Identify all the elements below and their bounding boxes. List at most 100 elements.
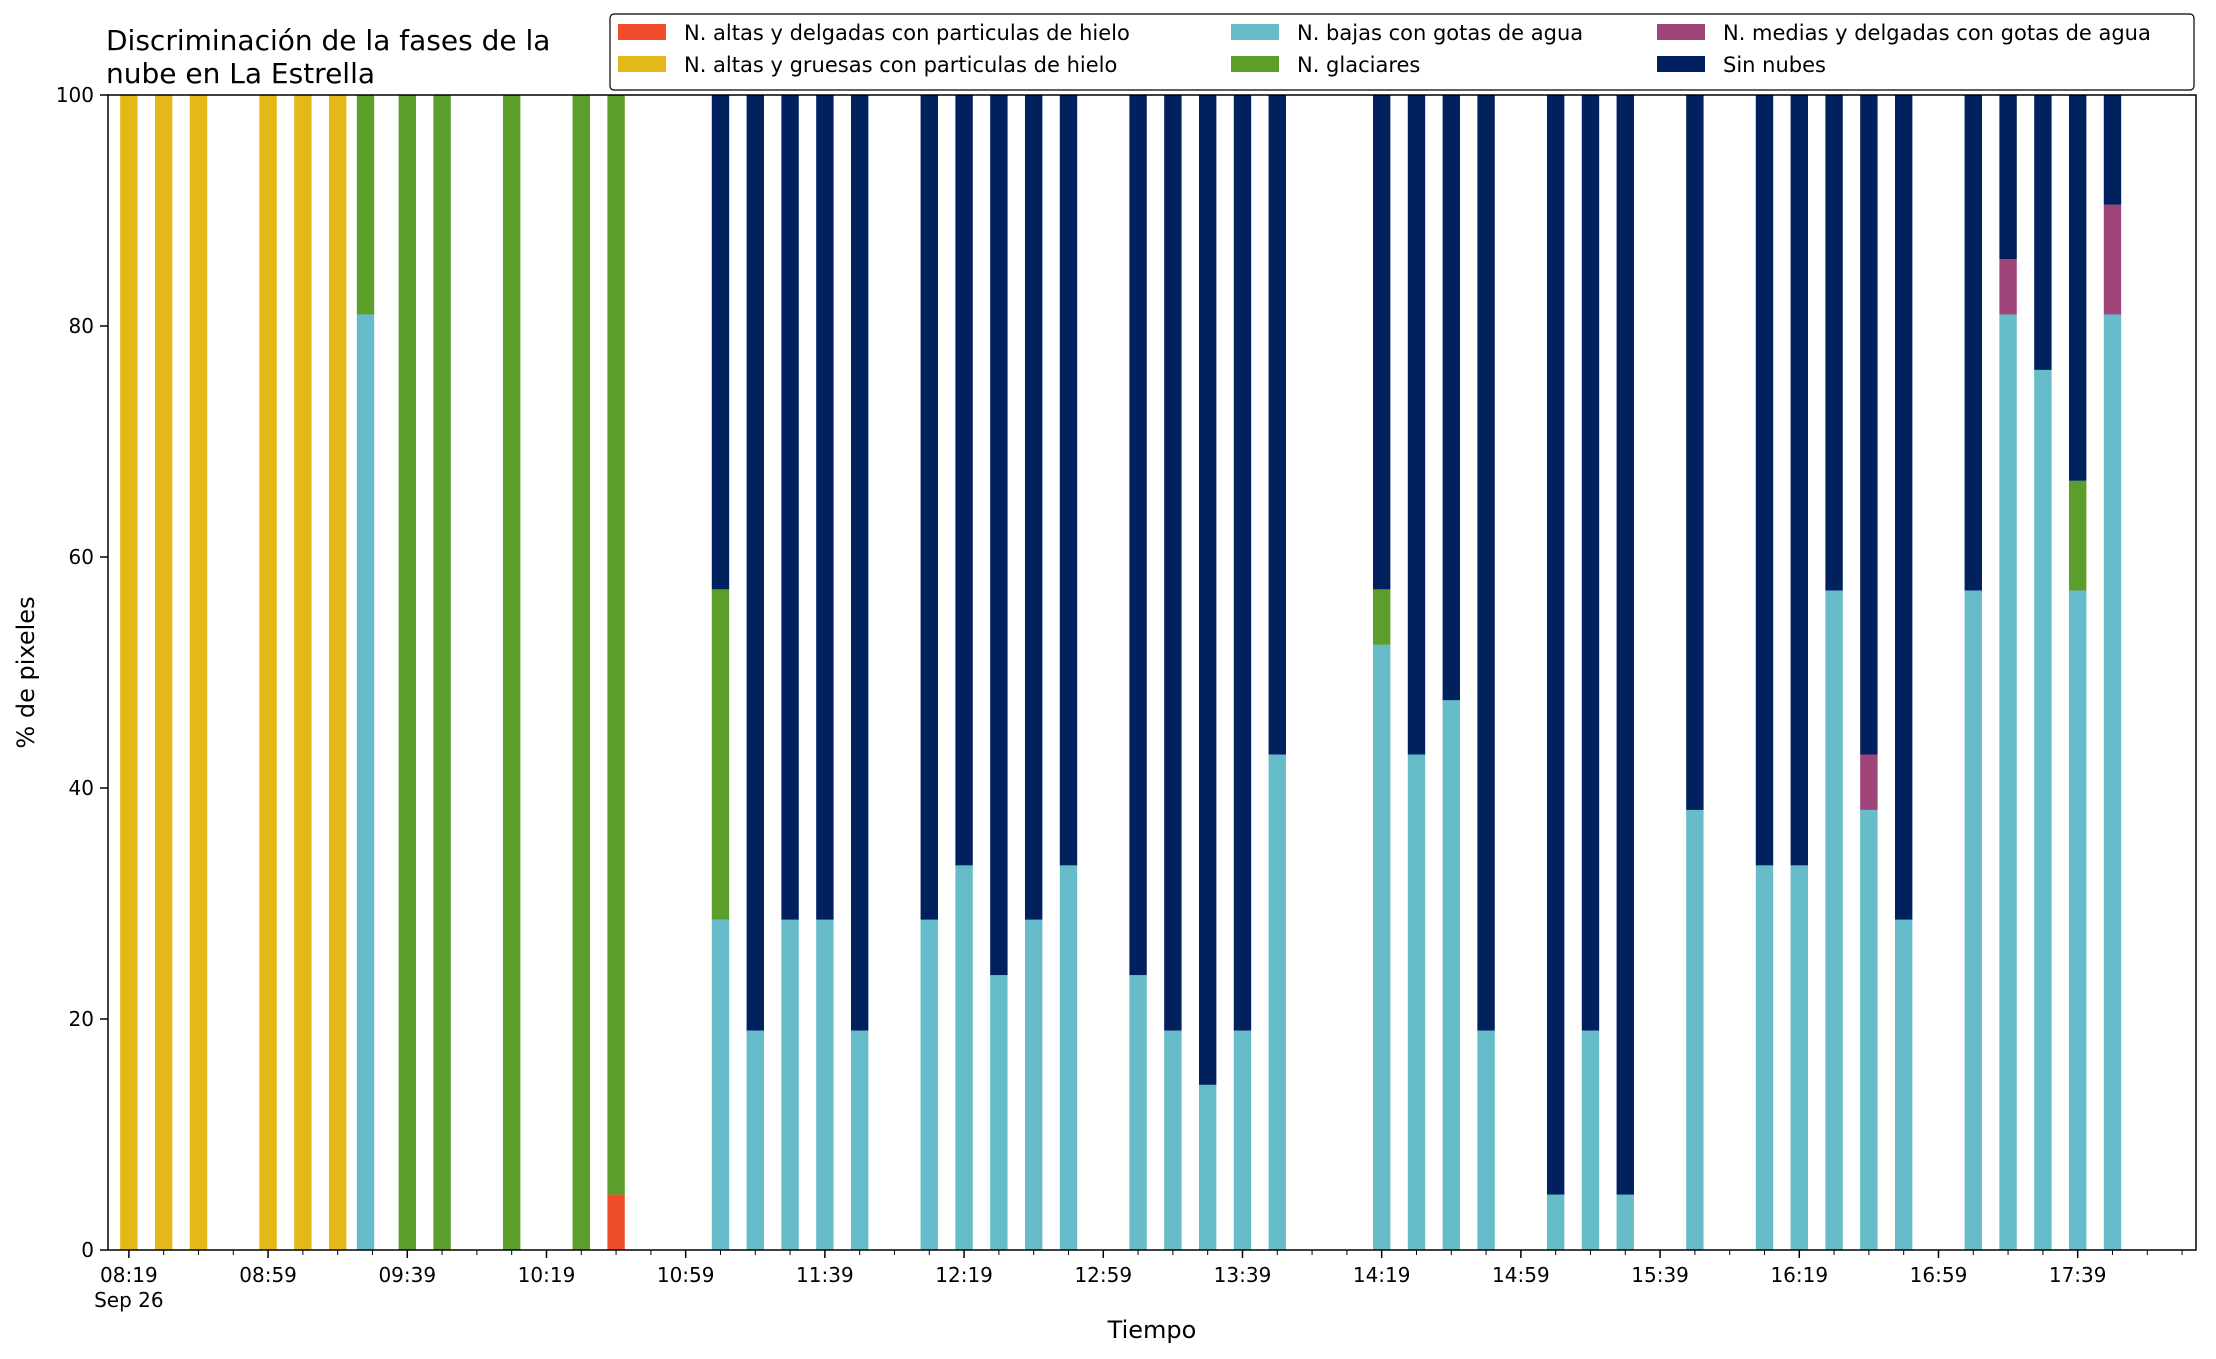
bar-segment-1429-n-bajas-con-gotas-de-agua xyxy=(1407,754,1426,1250)
bar-segment-0939-n-glaciares xyxy=(398,95,416,1250)
x-tick-label: 12:59 xyxy=(1074,1263,1132,1287)
bar-segment-1319-n-bajas-con-gotas-de-agua xyxy=(1164,1030,1182,1250)
legend-label-sin-nubes: Sin nubes xyxy=(1723,53,1826,77)
bar-segment-1119-sin-nubes xyxy=(746,95,764,1031)
bar-segment-1739-n-bajas-con-gotas-de-agua xyxy=(2068,590,2087,1250)
bar-segment-1349-sin-nubes xyxy=(1268,95,1286,755)
bar-segment-1529-sin-nubes xyxy=(1616,95,1634,1195)
y-tick-label: 0 xyxy=(81,1238,94,1262)
bar-segment-1639-sin-nubes xyxy=(1860,95,1878,755)
legend-swatch-n-medias-y-delgadas-con-gotas-de-agua xyxy=(1657,24,1705,40)
bar-segment-1639-n-medias-y-delgadas-con-gotas-de-agua xyxy=(1860,754,1878,810)
bar-segment-1109-n-bajas-con-gotas-de-agua xyxy=(711,919,730,1250)
bar-segment-1609-n-bajas-con-gotas-de-agua xyxy=(1755,865,1774,1250)
x-tick-label: 15:39 xyxy=(1631,1263,1689,1287)
bar-segment-1519-n-bajas-con-gotas-de-agua xyxy=(1581,1030,1600,1250)
bar-segment-1509-sin-nubes xyxy=(1546,95,1565,1195)
bar-segment-1529-n-bajas-con-gotas-de-agua xyxy=(1616,1194,1634,1250)
x-tick-label: 13:39 xyxy=(1214,1263,1272,1287)
bar-segment-1439-n-bajas-con-gotas-de-agua xyxy=(1442,700,1460,1250)
legend: N. altas y delgadas con particulas de hi… xyxy=(609,13,2195,91)
legend-box xyxy=(609,13,2195,91)
bar-segment-1739-sin-nubes xyxy=(2068,95,2087,481)
bar-segment-1339-n-bajas-con-gotas-de-agua xyxy=(1233,1030,1252,1250)
bar-segment-1449-n-bajas-con-gotas-de-agua xyxy=(1477,1030,1495,1250)
bar-segment-0919-n-altas-y-gruesas-con-particulas-de-hielo xyxy=(328,95,347,1250)
bar-segment-1349-n-bajas-con-gotas-de-agua xyxy=(1268,754,1286,1250)
x-tick-label: 11:39 xyxy=(796,1263,854,1287)
bar-segment-1629-sin-nubes xyxy=(1825,95,1843,591)
bar-segment-0839-n-altas-y-gruesas-con-particulas-de-hielo xyxy=(189,95,208,1250)
legend-label-n-bajas-con-gotas-de-agua: N. bajas con gotas de agua xyxy=(1297,21,1583,45)
bar-segment-1509-n-bajas-con-gotas-de-agua xyxy=(1546,1194,1565,1250)
bar-segment-1449-sin-nubes xyxy=(1477,95,1495,1031)
bar-segment-1309-sin-nubes xyxy=(1129,95,1147,976)
bar-segment-1549-sin-nubes xyxy=(1686,95,1704,810)
legend-swatch-n-bajas-con-gotas-de-agua xyxy=(1231,24,1279,40)
x-tick-label: 09:39 xyxy=(378,1263,436,1287)
bar-segment-1649-sin-nubes xyxy=(1894,95,1913,920)
bar-segment-1439-sin-nubes xyxy=(1442,95,1460,701)
chart-title-line-1: Discriminación de la fases de la xyxy=(106,24,550,57)
bars-layer xyxy=(120,95,2122,1250)
bar-segment-0927-n-bajas-con-gotas-de-agua xyxy=(356,314,375,1250)
bar-segment-1209-sin-nubes xyxy=(920,95,938,920)
y-tick-label: 60 xyxy=(69,545,94,569)
x-tick-label: 14:59 xyxy=(1492,1263,1550,1287)
bar-segment-1339-sin-nubes xyxy=(1233,95,1252,1031)
legend-swatch-n-altas-y-gruesas-con-particulas-de-hielo xyxy=(618,56,666,72)
legend-label-n-glaciares: N. glaciares xyxy=(1297,53,1420,77)
bar-segment-1039-n-glaciares xyxy=(607,95,625,1195)
x-tick-label: 08:59 xyxy=(239,1263,297,1287)
y-axis-label: % de pixeles xyxy=(12,596,40,748)
legend-swatch-n-altas-y-delgadas-con-particulas-de-hielo xyxy=(618,24,666,40)
x-axis-label: Tiempo xyxy=(1107,1316,1197,1344)
bar-segment-1419-n-glaciares xyxy=(1372,589,1391,645)
bar-segment-1619-n-bajas-con-gotas-de-agua xyxy=(1790,865,1808,1250)
x-axis: 08:19 08:59 09:39 10:19 10:59 11:39 12:19 12:59… xyxy=(94,1250,2183,1312)
bar-segment-1329-sin-nubes xyxy=(1198,95,1217,1085)
bar-segment-0859-n-altas-y-gruesas-con-particulas-de-hielo xyxy=(259,95,277,1250)
bar-segment-1639-n-bajas-con-gotas-de-agua xyxy=(1860,809,1878,1250)
x-tick-label: 10:59 xyxy=(657,1263,715,1287)
chart-title-line-2: nube en La Estrella xyxy=(106,57,375,90)
bar-segment-1239-sin-nubes xyxy=(1024,95,1043,920)
x-tick-label: 10:19 xyxy=(518,1263,576,1287)
bar-segment-1139-n-bajas-con-gotas-de-agua xyxy=(816,919,834,1250)
x-tick-label: 08:19 xyxy=(100,1263,158,1287)
bar-segment-1039-n-altas-y-delgadas-con-particulas-de-hielo xyxy=(607,1194,625,1250)
y-tick-label: 20 xyxy=(69,1007,94,1031)
x-tick-label: 17:39 xyxy=(2049,1263,2107,1287)
y-tick-label: 100 xyxy=(56,83,94,107)
bar-segment-1629-n-bajas-con-gotas-de-agua xyxy=(1825,590,1843,1250)
bar-segment-1719-n-medias-y-delgadas-con-gotas-de-agua xyxy=(1999,259,2017,315)
bar-segment-1129-sin-nubes xyxy=(781,95,799,920)
bar-segment-1129-n-bajas-con-gotas-de-agua xyxy=(781,919,799,1250)
bar-segment-1029-n-glaciares xyxy=(572,95,590,1250)
y-axis: 0 20 40 60 80 100 xyxy=(56,83,108,1262)
bar-segment-1739-n-glaciares xyxy=(2068,480,2087,591)
bar-segment-0949-n-glaciares xyxy=(433,95,451,1250)
bar-segment-1709-n-bajas-con-gotas-de-agua xyxy=(1964,590,1982,1250)
bar-segment-1619-sin-nubes xyxy=(1790,95,1808,866)
bar-segment-1649-n-bajas-con-gotas-de-agua xyxy=(1894,919,1913,1250)
bar-segment-0927-n-glaciares xyxy=(356,95,375,315)
bar-segment-1249-n-bajas-con-gotas-de-agua xyxy=(1059,865,1078,1250)
bar-segment-1109-sin-nubes xyxy=(711,95,730,590)
y-tick-label: 80 xyxy=(69,314,94,338)
x-tick-date-label: Sep 26 xyxy=(94,1288,164,1312)
bar-segment-0909-n-altas-y-gruesas-con-particulas-de-hielo xyxy=(294,95,312,1250)
legend-swatch-n-glaciares xyxy=(1231,56,1279,72)
axes-frame xyxy=(107,94,2197,1251)
x-tick-label: 16:19 xyxy=(1770,1263,1828,1287)
bar-segment-1229-n-bajas-con-gotas-de-agua xyxy=(990,975,1008,1250)
x-tick-label: 14:19 xyxy=(1353,1263,1411,1287)
bar-segment-1429-sin-nubes xyxy=(1407,95,1426,755)
bar-segment-1109-n-glaciares xyxy=(711,589,730,920)
bar-segment-1329-n-bajas-con-gotas-de-agua xyxy=(1198,1084,1217,1250)
x-tick-label: 16:59 xyxy=(1910,1263,1968,1287)
x-tick-label: 12:19 xyxy=(935,1263,993,1287)
bar-segment-1419-sin-nubes xyxy=(1372,95,1391,590)
bar-segment-1709-sin-nubes xyxy=(1964,95,1982,591)
